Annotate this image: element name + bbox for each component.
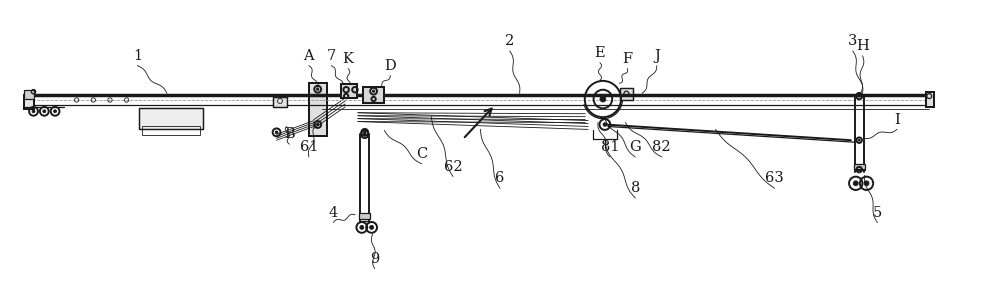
Bar (363, 87, 384, 103)
Bar (273, 97, 287, 107)
Text: 9: 9 (370, 252, 379, 266)
Circle shape (317, 123, 319, 126)
Bar (139, 108, 203, 129)
Text: K: K (343, 52, 354, 66)
Circle shape (363, 133, 366, 135)
Bar (341, 84, 357, 98)
Bar (926, 92, 934, 107)
Text: F: F (622, 52, 632, 66)
Text: 62: 62 (444, 160, 462, 174)
Circle shape (864, 181, 869, 186)
Circle shape (858, 139, 860, 141)
Text: 4: 4 (329, 206, 338, 220)
Circle shape (853, 181, 858, 186)
Bar (139, 108, 203, 129)
Bar (926, 92, 934, 107)
Text: H: H (856, 39, 869, 53)
Bar (620, 88, 633, 100)
Circle shape (603, 123, 607, 126)
Text: 3: 3 (848, 34, 857, 48)
Bar (24, 95, 34, 109)
Circle shape (600, 96, 606, 102)
Text: 8: 8 (631, 181, 640, 195)
Circle shape (364, 131, 366, 134)
Circle shape (32, 110, 35, 113)
Bar (363, 87, 384, 103)
Text: D: D (384, 59, 396, 73)
Bar (142, 126, 200, 135)
Text: 81: 81 (601, 140, 619, 154)
Circle shape (858, 95, 860, 97)
Text: 82: 82 (652, 140, 671, 154)
Circle shape (370, 225, 374, 229)
Bar (309, 83, 327, 136)
Circle shape (372, 90, 375, 92)
Circle shape (43, 110, 46, 113)
Circle shape (317, 88, 319, 90)
Bar (854, 164, 865, 169)
Text: 61: 61 (300, 140, 318, 154)
Bar (359, 213, 370, 219)
Bar (620, 88, 633, 100)
Text: I: I (894, 113, 900, 126)
Text: 7: 7 (327, 49, 336, 63)
Text: 2: 2 (505, 34, 514, 48)
Text: J: J (654, 49, 660, 63)
Text: C: C (416, 147, 427, 161)
Text: 6: 6 (495, 171, 505, 185)
Circle shape (360, 225, 364, 229)
Text: B: B (284, 127, 295, 141)
Circle shape (54, 110, 57, 113)
Bar (24, 95, 34, 109)
Text: A: A (304, 49, 314, 63)
Text: E: E (595, 46, 605, 60)
Text: 5: 5 (873, 206, 882, 220)
Circle shape (275, 131, 278, 134)
Bar (24, 90, 34, 99)
Text: G: G (629, 140, 641, 154)
Bar (341, 84, 357, 98)
Text: 63: 63 (765, 171, 784, 185)
Bar (309, 83, 327, 136)
Bar (273, 97, 287, 107)
Text: 1: 1 (133, 49, 142, 63)
